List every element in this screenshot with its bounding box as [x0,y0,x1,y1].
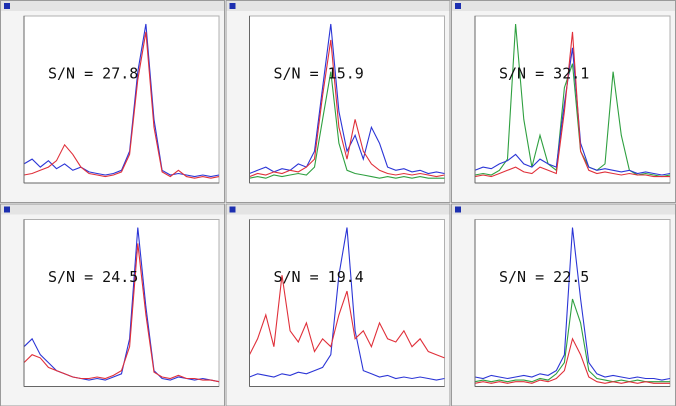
title-bar [1,204,224,215]
annotation: S/N = 19.4 [274,268,364,286]
trace [249,23,445,175]
plot-area [474,15,671,184]
title-bar [452,1,675,11]
annotation: S/N = 15.9 [274,65,364,83]
plot-area [249,219,445,387]
title-bar [1,1,224,11]
annotation: S/N = 27.8 [48,65,138,83]
plot-area [23,15,220,184]
annotation: S/N = 24.5 [48,268,138,286]
trace [23,243,220,383]
title-icon [455,3,461,9]
trace [249,39,445,178]
trace [249,71,445,179]
trace [474,298,670,383]
trace [474,31,670,178]
trace [474,227,671,381]
trace [474,47,671,176]
annotation: S/N = 22.5 [499,268,589,286]
trace [23,31,220,179]
plot-area [249,15,445,184]
title-icon [229,206,236,213]
title-icon [455,206,461,213]
title-icon [229,3,236,9]
title-bar [226,1,450,11]
title-icon [4,206,10,213]
trace [474,337,670,384]
trace [249,275,445,359]
annotation: S/N = 32.1 [499,65,589,83]
trace [249,227,445,381]
trace [23,23,220,178]
title-bar [452,204,675,215]
title-bar [226,204,450,215]
title-icon [4,3,10,9]
plot-area [23,219,220,387]
